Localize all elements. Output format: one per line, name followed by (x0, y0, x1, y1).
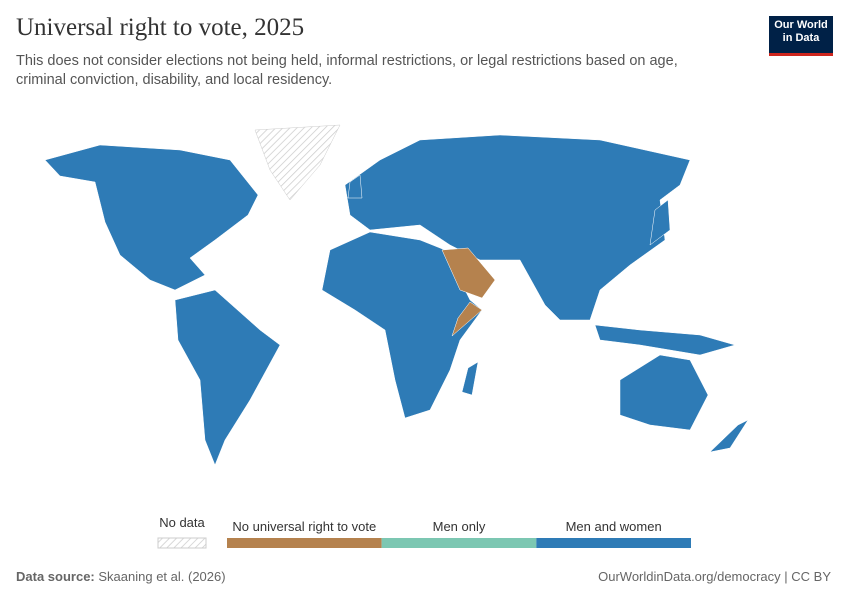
title: Universal right to vote, 2025 (16, 14, 305, 41)
source-label: Data source: (16, 569, 95, 584)
new-zealand[interactable] (709, 419, 749, 453)
url[interactable]: OurWorldinData.org/democracy | CC BY (598, 569, 831, 584)
indonesia[interactable] (594, 324, 736, 356)
north-america[interactable] (44, 144, 259, 291)
logo[interactable]: Our World in Data (769, 16, 833, 56)
greenland[interactable] (254, 124, 341, 201)
legend-swatch[interactable] (227, 538, 382, 548)
source-text: Skaaning et al. (2026) (98, 569, 226, 584)
legend-swatch[interactable] (381, 538, 537, 548)
source: Data source: Skaaning et al. (2026) (16, 569, 226, 584)
legend-label: No data (159, 515, 205, 530)
logo-line: in Data (782, 32, 820, 44)
eurasia[interactable] (344, 134, 691, 321)
uk[interactable] (347, 174, 363, 199)
legend-label: Men and women (566, 519, 662, 534)
legend-swatch[interactable] (157, 537, 207, 549)
australia[interactable] (619, 354, 709, 431)
africa[interactable] (321, 231, 483, 419)
legend-label: No universal right to vote (232, 519, 376, 534)
japan[interactable] (649, 199, 671, 246)
saudi-arabia[interactable] (441, 247, 496, 299)
subtitle: This does not consider elections not bei… (16, 53, 678, 88)
logo-line: Our World (774, 19, 828, 31)
legend-swatch[interactable] (536, 538, 691, 548)
south-america[interactable] (174, 289, 281, 466)
somalia[interactable] (451, 301, 483, 337)
madagascar[interactable] (461, 361, 479, 396)
legend-label: Men only (433, 519, 486, 534)
